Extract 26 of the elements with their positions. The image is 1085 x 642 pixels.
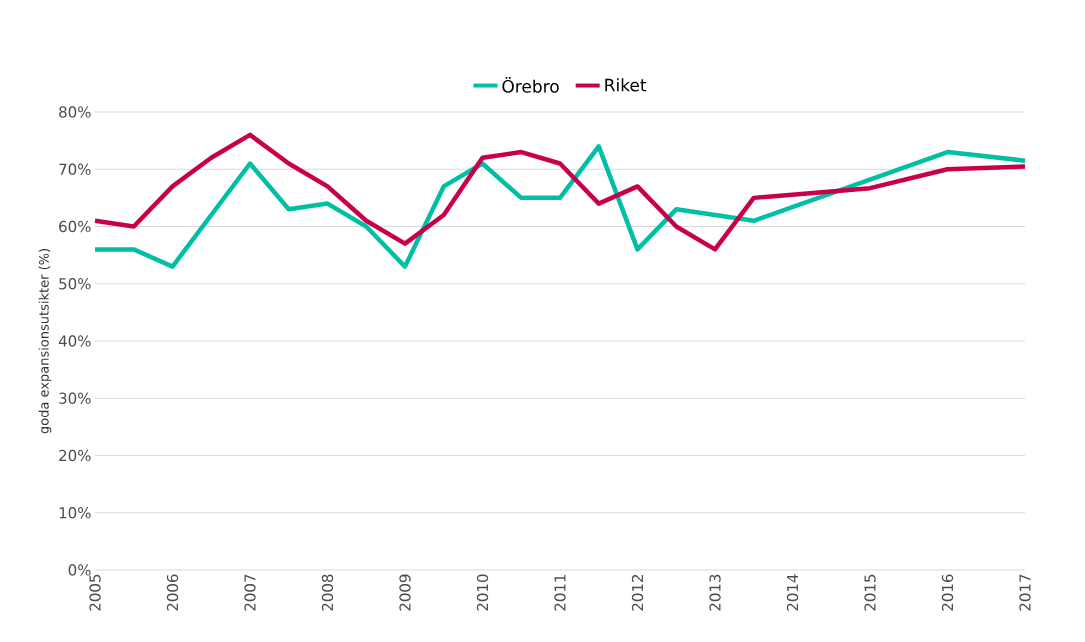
x-tick-label: 2015 [864, 574, 876, 611]
y-tick-label: 40% [58, 335, 91, 347]
y-axis-title: goda expansionsutsikter (%) [38, 249, 52, 434]
y-tick-label: 80% [59, 106, 91, 118]
x-tick-label: 2014 [786, 574, 799, 611]
x-tick-label: 2013 [709, 574, 721, 611]
x-tick-label: 2006 [166, 574, 179, 611]
x-tick-label: 2009 [399, 574, 411, 611]
y-tick-label: 10% [59, 507, 91, 519]
legend-label: Riket [605, 78, 647, 92]
y-tick-label: 60% [59, 220, 91, 233]
x-tick-label: 2010 [476, 574, 489, 611]
x-tick-label: 2016 [941, 574, 954, 611]
x-tick-label: 2007 [244, 574, 256, 611]
line-series [92, 132, 1028, 252]
x-tick-label: 2011 [554, 574, 566, 611]
x-tick-label: 2008 [321, 574, 334, 611]
x-tick-label: 2017 [1019, 574, 1031, 611]
x-tick-label: 2012 [631, 575, 644, 611]
legend-label: Örebro [502, 77, 559, 93]
y-tick-label: 20% [59, 449, 91, 462]
y-tick-label: 30% [59, 392, 91, 404]
y-tick-label: 0% [68, 564, 91, 576]
x-tick-label: 2005 [89, 574, 101, 611]
y-tick-label: 70% [59, 163, 91, 175]
y-tick-label: 50% [59, 278, 91, 290]
